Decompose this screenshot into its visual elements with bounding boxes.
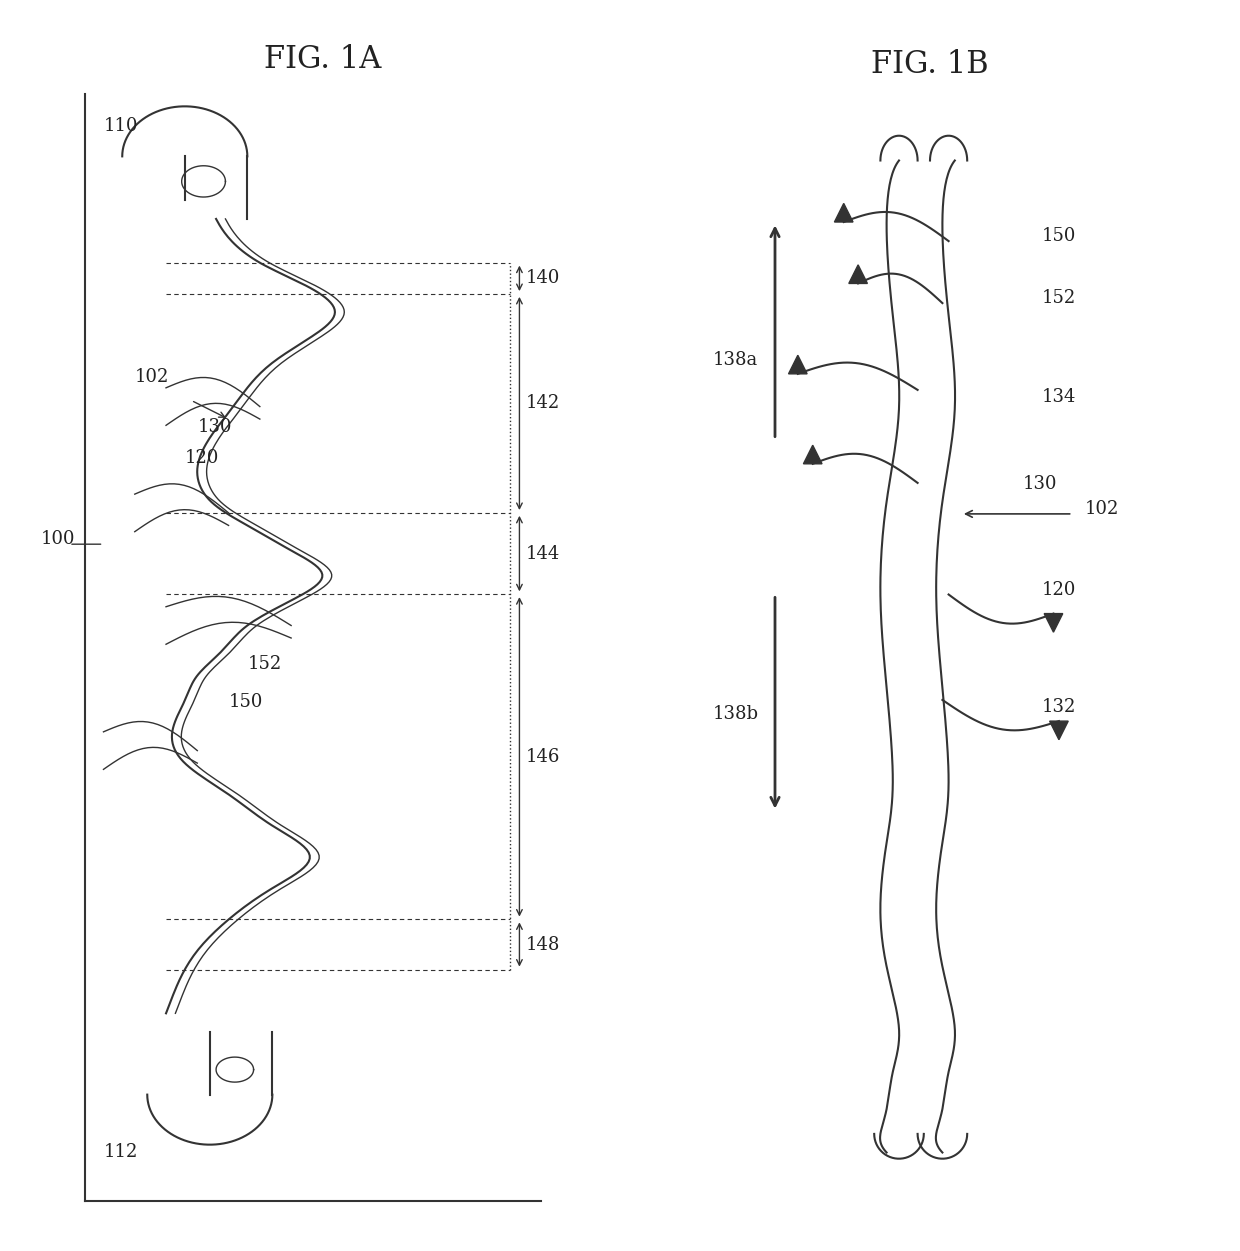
Text: 138b: 138b	[713, 704, 759, 723]
Text: 140: 140	[526, 269, 560, 288]
Polygon shape	[849, 265, 868, 284]
Polygon shape	[804, 445, 822, 464]
Text: 132: 132	[1042, 698, 1076, 717]
Text: 142: 142	[526, 394, 560, 413]
Text: 130: 130	[1023, 475, 1058, 493]
Text: 146: 146	[526, 748, 560, 766]
Polygon shape	[1049, 721, 1068, 739]
Text: 150: 150	[1042, 228, 1076, 245]
Text: FIG. 1B: FIG. 1B	[872, 49, 988, 80]
Text: 152: 152	[1042, 289, 1076, 306]
Text: 112: 112	[103, 1143, 138, 1161]
Polygon shape	[835, 204, 853, 221]
Text: 102: 102	[1085, 500, 1120, 518]
Text: 144: 144	[526, 544, 560, 563]
Text: 150: 150	[228, 693, 263, 711]
Text: FIG. 1A: FIG. 1A	[264, 44, 381, 75]
Polygon shape	[789, 355, 807, 374]
Text: 100: 100	[41, 530, 76, 548]
Polygon shape	[1044, 613, 1063, 632]
Text: 120: 120	[1042, 580, 1076, 598]
Text: 152: 152	[247, 656, 281, 673]
Text: 102: 102	[135, 368, 169, 385]
Text: 120: 120	[185, 449, 219, 467]
Text: 110: 110	[103, 118, 138, 135]
Text: 130: 130	[197, 418, 232, 435]
Text: 134: 134	[1042, 388, 1076, 407]
Text: 138a: 138a	[713, 352, 758, 369]
Text: 148: 148	[526, 936, 560, 953]
